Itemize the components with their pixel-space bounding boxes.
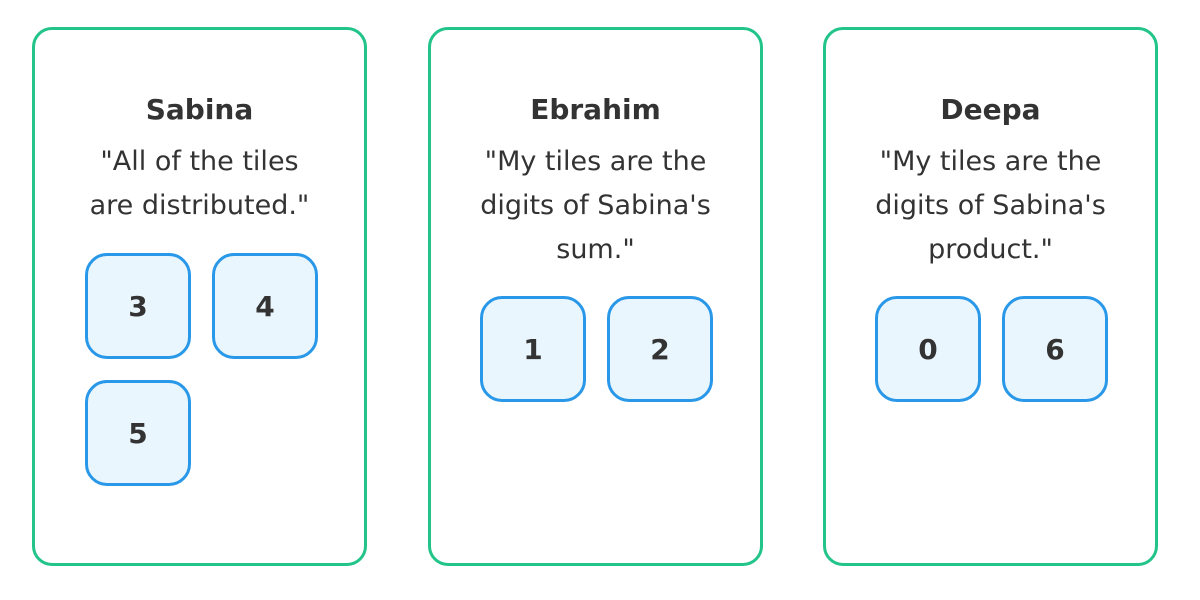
tile[interactable]: 4 [212, 253, 318, 359]
card-quote: "All of the tiles are distributed." [77, 140, 322, 228]
card-ebrahim: Ebrahim "My tiles are the digits of Sabi… [428, 27, 763, 566]
tile[interactable]: 1 [480, 296, 586, 402]
quote-line: digits of Sabina's [875, 190, 1106, 221]
tile[interactable]: 3 [85, 253, 191, 359]
quote-line: sum." [556, 234, 635, 265]
card-name: Sabina [145, 93, 254, 126]
tile[interactable]: 5 [85, 380, 191, 486]
quote-line: digits of Sabina's [480, 190, 711, 221]
quote-line: product." [928, 234, 1053, 265]
quote-line: "My tiles are the [879, 146, 1102, 177]
card-sabina: Sabina "All of the tiles are distributed… [32, 27, 367, 566]
card-name: Ebrahim [530, 93, 661, 126]
tile[interactable]: 2 [607, 296, 713, 402]
card-name: Deepa [940, 93, 1041, 126]
tile[interactable]: 6 [1002, 296, 1108, 402]
quote-line: are distributed." [89, 190, 310, 221]
quote-line: "My tiles are the [484, 146, 707, 177]
quote-line: "All of the tiles [100, 146, 299, 177]
card-deepa: Deepa "My tiles are the digits of Sabina… [823, 27, 1158, 566]
tile[interactable]: 0 [875, 296, 981, 402]
card-quote: "My tiles are the digits of Sabina's sum… [473, 140, 718, 272]
card-quote: "My tiles are the digits of Sabina's pro… [868, 140, 1113, 272]
